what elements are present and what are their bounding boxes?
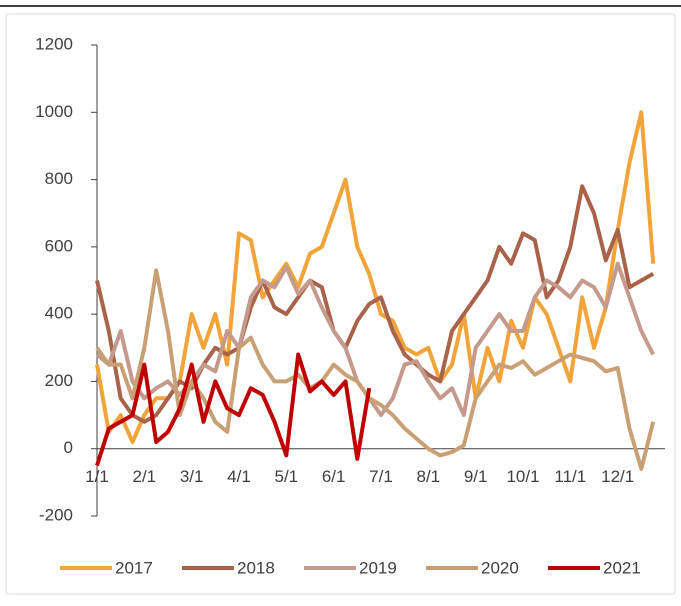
y-tick-label: 1000 — [35, 102, 73, 121]
series-line — [95, 268, 656, 471]
x-tick-label: 5/1 — [275, 467, 299, 486]
x-tick-label: 7/1 — [369, 467, 393, 486]
chart-frame — [5, 13, 676, 595]
y-tick-label: -200 — [39, 505, 73, 524]
x-tick-label: 3/1 — [180, 467, 204, 486]
legend-label: 2018 — [237, 558, 275, 577]
y-tick-label: 0 — [64, 438, 73, 457]
x-tick-label: 9/1 — [464, 467, 488, 486]
legend-label: 2020 — [481, 558, 519, 577]
y-tick-label: 600 — [45, 236, 73, 255]
series-line — [95, 352, 372, 467]
series-line — [95, 110, 656, 444]
legend-label: 2019 — [359, 558, 397, 577]
x-tick-label: 4/1 — [227, 467, 251, 486]
x-tick-label: 10/1 — [506, 467, 539, 486]
x-tick-label: 8/1 — [417, 467, 441, 486]
x-tick-label: 12/1 — [601, 467, 634, 486]
series-line — [95, 261, 655, 418]
y-tick-label: 800 — [45, 169, 73, 188]
y-tick-label: 200 — [45, 371, 73, 390]
y-tick-label: 1200 — [35, 34, 73, 53]
legend-label: 2017 — [115, 558, 153, 577]
x-tick-label: 6/1 — [322, 467, 346, 486]
x-tick-label: 2/1 — [133, 467, 157, 486]
x-tick-label: 11/1 — [554, 467, 586, 486]
legend-label: 2021 — [603, 558, 641, 577]
series-line — [95, 184, 655, 424]
x-tick-label: 1/1 — [85, 467, 109, 486]
y-tick-label: 400 — [45, 304, 73, 323]
